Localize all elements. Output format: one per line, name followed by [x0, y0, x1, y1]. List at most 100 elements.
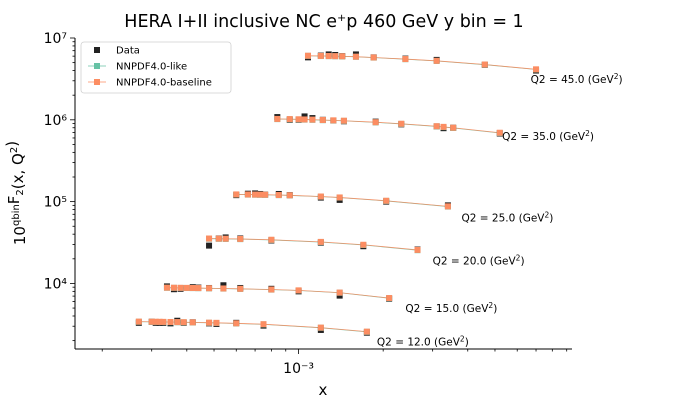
- nnpdf-baseline-point: [163, 284, 170, 291]
- nnpdf-baseline-point: [237, 235, 244, 242]
- nnpdf-baseline-point: [339, 53, 346, 60]
- nnpdf-baseline-point: [286, 116, 293, 123]
- y-tick-label: 10⁶: [44, 113, 68, 129]
- data-point: [220, 282, 227, 289]
- legend-item-nnpdf-like: NNPDF4.0-like: [88, 62, 187, 73]
- q2-bin-group: [163, 282, 393, 302]
- data-point: [206, 242, 213, 249]
- nnpdf-baseline-point: [319, 116, 326, 123]
- q2-annotation: Q2 = 25.0 (GeV2): [461, 211, 553, 225]
- nnpdf-baseline-point: [433, 123, 440, 130]
- nnpdf-baseline-point: [304, 52, 311, 59]
- nnpdf-baseline-point: [386, 295, 393, 302]
- x-axis-label: x: [319, 381, 328, 399]
- nnpdf-baseline-point: [336, 289, 343, 296]
- nnpdf-baseline-point: [372, 119, 379, 126]
- nnpdf-baseline-point: [330, 117, 337, 124]
- legend-item-data: Data: [94, 46, 140, 57]
- y-tick-label: 10⁴: [44, 276, 68, 292]
- q2-annotation: Q2 = 45.0 (GeV2): [531, 72, 623, 86]
- nnpdf-baseline-point: [450, 124, 457, 131]
- nnpdf-baseline-point: [156, 318, 163, 325]
- nnpdf-baseline-point: [177, 284, 184, 291]
- chart-title: HERA I+II inclusive NC e⁺p 460 GeV y bin…: [124, 12, 523, 32]
- nnpdf-baseline-point: [360, 241, 367, 248]
- nnpdf-baseline-point: [183, 284, 190, 291]
- nnpdf-baseline-point: [309, 116, 316, 123]
- nnpdf-baseline-point: [398, 120, 405, 127]
- y-tick-label: 10⁷: [44, 31, 67, 47]
- nnpdf-baseline-point: [189, 319, 196, 326]
- y-tick-label: 10⁵: [44, 195, 67, 211]
- nnpdf-baseline-point: [252, 191, 259, 198]
- nnpdf-baseline-point: [352, 53, 359, 60]
- q2-annotation: Q2 = 15.0 (GeV2): [405, 301, 497, 315]
- nnpdf-baseline-point: [295, 116, 302, 123]
- nnpdf-baseline-point: [222, 235, 229, 242]
- legend-frame: [80, 41, 232, 94]
- nnpdf-baseline-point: [317, 238, 324, 245]
- nnpdf-baseline-point: [268, 236, 275, 243]
- nnpdf-baseline-point: [237, 285, 244, 292]
- q2-annotation: Q2 = 35.0 (GeV2): [502, 129, 594, 143]
- nnpdf-baseline-point: [215, 235, 222, 242]
- nnpdf-baseline-point: [220, 285, 227, 292]
- legend: Data NNPDF4.0-like NNPDF4.0-baseline: [80, 41, 232, 94]
- data-point: [301, 113, 308, 120]
- legend-marker: [94, 63, 100, 69]
- axis-ticks: 10⁴ 10⁵ 10⁶ 10⁷ 10⁻³: [44, 31, 568, 377]
- nnpdf-baseline-point: [135, 318, 142, 325]
- nnpdf-baseline-point: [444, 203, 451, 210]
- nnpdf-baseline-point: [414, 246, 421, 253]
- nnpdf-baseline-point: [317, 193, 324, 200]
- nnpdf-baseline-point: [233, 191, 240, 198]
- nnpdf-baseline-point: [332, 53, 339, 60]
- legend-item-nnpdf-baseline: NNPDF4.0-baseline: [88, 78, 212, 89]
- nnpdf-baseline-point: [206, 319, 213, 326]
- nnpdf-baseline-point: [274, 115, 281, 122]
- nnpdf-baseline-point: [402, 56, 409, 63]
- q2-bin-group: [135, 317, 370, 336]
- nnpdf-baseline-point: [180, 319, 187, 326]
- nnpdf-baseline-point: [363, 328, 370, 335]
- q2-annotation: Q2 = 12.0 (GeV2): [377, 334, 469, 348]
- nnpdf-baseline-point: [370, 54, 377, 61]
- q2-bin-group: [206, 234, 421, 254]
- nnpdf-baseline-point: [295, 287, 302, 294]
- nnpdf-baseline-point: [244, 191, 251, 198]
- nnpdf-baseline-point: [433, 57, 440, 64]
- y-axis-label-group: 10qbinF2(x, Q2): [3, 141, 29, 245]
- nnpdf-baseline-point: [257, 191, 264, 198]
- q2-annotation: Q2 = 20.0 (GeV2): [433, 254, 525, 268]
- legend-label: NNPDF4.0-baseline: [116, 78, 212, 89]
- nnpdf-baseline-point: [301, 116, 308, 123]
- legend-label: NNPDF4.0-like: [116, 62, 187, 73]
- nnpdf-baseline-point: [317, 324, 324, 331]
- nnpdf-baseline-point: [206, 235, 213, 242]
- nnpdf-baseline-point: [160, 318, 167, 325]
- nnpdf-baseline-point: [262, 191, 269, 198]
- nnpdf-baseline-point: [268, 286, 275, 293]
- nnpdf-baseline-point: [148, 318, 155, 325]
- nnpdf-baseline-point: [336, 194, 343, 201]
- nnpdf-baseline-point: [167, 318, 174, 325]
- legend-label: Data: [116, 46, 140, 57]
- nnpdf-baseline-point: [189, 284, 196, 291]
- nnpdf-baseline-point: [533, 66, 540, 73]
- nnpdf-baseline-point: [206, 285, 213, 292]
- nnpdf-baseline-point: [325, 53, 332, 60]
- legend-marker: [94, 47, 100, 53]
- nnpdf-baseline-point: [275, 192, 282, 199]
- legend-marker: [94, 79, 100, 85]
- q2-bin-group: [304, 51, 540, 74]
- nnpdf-baseline-point: [174, 319, 181, 326]
- nnpdf-baseline-point: [170, 284, 177, 291]
- x-tick-label: 10⁻³: [283, 361, 314, 377]
- nnpdf-baseline-point: [213, 319, 220, 326]
- nnpdf-baseline-point: [233, 320, 240, 327]
- q2-bin-group: [274, 113, 503, 137]
- q2-bin-group: [233, 190, 451, 210]
- nnpdf-baseline-point: [317, 52, 324, 59]
- plot-area: Q2 = 45.0 (GeV2) Q2 = 35.0 (GeV2) Q2 = 25.…: [135, 51, 623, 348]
